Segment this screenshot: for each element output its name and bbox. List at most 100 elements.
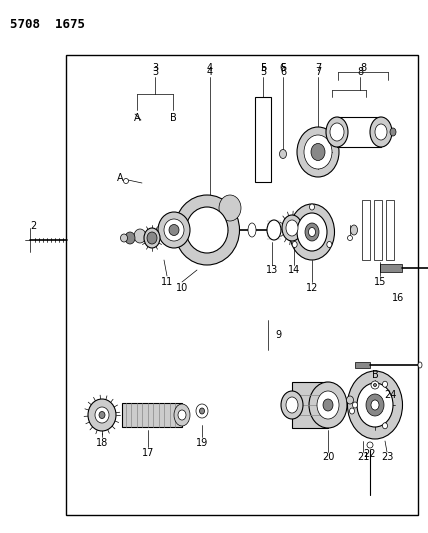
- Ellipse shape: [309, 382, 347, 428]
- Bar: [374, 200, 382, 260]
- Ellipse shape: [219, 195, 241, 221]
- Ellipse shape: [95, 407, 109, 423]
- Text: 15: 15: [374, 277, 386, 287]
- Ellipse shape: [134, 229, 146, 243]
- Text: 16: 16: [392, 293, 404, 303]
- Ellipse shape: [309, 228, 315, 237]
- Ellipse shape: [286, 397, 298, 413]
- Ellipse shape: [383, 381, 387, 387]
- Bar: [255, 97, 271, 182]
- Text: 7: 7: [315, 63, 321, 73]
- Bar: [292, 382, 328, 428]
- Ellipse shape: [383, 423, 387, 429]
- Text: 5708  1675: 5708 1675: [10, 18, 85, 31]
- Text: 21: 21: [357, 452, 369, 462]
- Ellipse shape: [186, 207, 228, 253]
- Text: 5: 5: [280, 63, 286, 73]
- Ellipse shape: [347, 396, 354, 404]
- Ellipse shape: [174, 404, 190, 426]
- Text: 12: 12: [306, 283, 318, 293]
- Text: 24: 24: [384, 390, 396, 400]
- Ellipse shape: [99, 411, 105, 418]
- Ellipse shape: [286, 220, 298, 236]
- Ellipse shape: [178, 410, 186, 420]
- Text: A: A: [134, 113, 140, 123]
- Ellipse shape: [175, 195, 240, 265]
- Ellipse shape: [323, 399, 333, 411]
- Bar: [66, 55, 418, 515]
- Ellipse shape: [350, 408, 354, 414]
- Ellipse shape: [88, 399, 116, 431]
- Text: 5: 5: [260, 67, 266, 77]
- Ellipse shape: [147, 232, 157, 244]
- Ellipse shape: [309, 204, 315, 210]
- Text: 17: 17: [142, 448, 154, 458]
- Ellipse shape: [374, 384, 377, 386]
- Text: 23: 23: [381, 452, 393, 462]
- Ellipse shape: [297, 213, 327, 251]
- Ellipse shape: [326, 117, 348, 147]
- Bar: [337, 117, 381, 147]
- Bar: [362, 200, 370, 260]
- Ellipse shape: [375, 124, 387, 140]
- Ellipse shape: [418, 362, 422, 368]
- Text: 19: 19: [196, 438, 208, 448]
- Bar: [380, 264, 402, 272]
- Ellipse shape: [348, 236, 353, 240]
- Text: A: A: [117, 173, 123, 183]
- Ellipse shape: [371, 400, 379, 410]
- Ellipse shape: [305, 223, 319, 241]
- Ellipse shape: [282, 215, 302, 241]
- Ellipse shape: [297, 127, 339, 177]
- Ellipse shape: [196, 404, 208, 418]
- Ellipse shape: [371, 381, 379, 389]
- Text: 4: 4: [207, 63, 213, 73]
- Text: B: B: [169, 113, 176, 123]
- Text: 13: 13: [266, 265, 278, 275]
- Ellipse shape: [289, 204, 335, 260]
- Ellipse shape: [279, 149, 286, 158]
- Text: 11: 11: [161, 277, 173, 287]
- Ellipse shape: [327, 241, 332, 247]
- Text: 14: 14: [288, 265, 300, 275]
- Ellipse shape: [370, 117, 392, 147]
- Ellipse shape: [281, 391, 303, 419]
- Text: 2: 2: [30, 221, 36, 231]
- Ellipse shape: [199, 408, 205, 414]
- Text: 22: 22: [364, 449, 376, 459]
- Text: 5: 5: [260, 63, 266, 73]
- Text: 9: 9: [275, 330, 281, 340]
- Text: 10: 10: [176, 283, 188, 293]
- Ellipse shape: [351, 225, 357, 235]
- Ellipse shape: [164, 219, 184, 241]
- Ellipse shape: [366, 394, 384, 416]
- Ellipse shape: [124, 179, 128, 183]
- Ellipse shape: [121, 234, 128, 242]
- Text: 8: 8: [357, 67, 363, 77]
- Ellipse shape: [169, 224, 179, 236]
- Ellipse shape: [144, 228, 160, 248]
- Ellipse shape: [304, 135, 332, 169]
- Ellipse shape: [317, 391, 339, 419]
- Ellipse shape: [330, 123, 344, 141]
- Ellipse shape: [353, 402, 357, 408]
- Text: 20: 20: [322, 452, 334, 462]
- Ellipse shape: [348, 371, 402, 439]
- Text: 8: 8: [360, 63, 366, 73]
- Ellipse shape: [311, 143, 325, 160]
- Text: 3: 3: [152, 63, 158, 73]
- Text: 6: 6: [279, 63, 285, 73]
- Text: 7: 7: [315, 67, 321, 77]
- Text: 18: 18: [96, 438, 108, 448]
- Text: 6: 6: [280, 67, 286, 77]
- Text: 4: 4: [207, 67, 213, 77]
- Text: B: B: [372, 370, 378, 380]
- Ellipse shape: [267, 220, 281, 240]
- Text: 3: 3: [152, 67, 158, 77]
- Ellipse shape: [125, 232, 135, 244]
- Text: 5: 5: [260, 63, 266, 73]
- Ellipse shape: [367, 442, 373, 448]
- Ellipse shape: [390, 128, 396, 136]
- Ellipse shape: [357, 383, 393, 427]
- Bar: [355, 362, 370, 368]
